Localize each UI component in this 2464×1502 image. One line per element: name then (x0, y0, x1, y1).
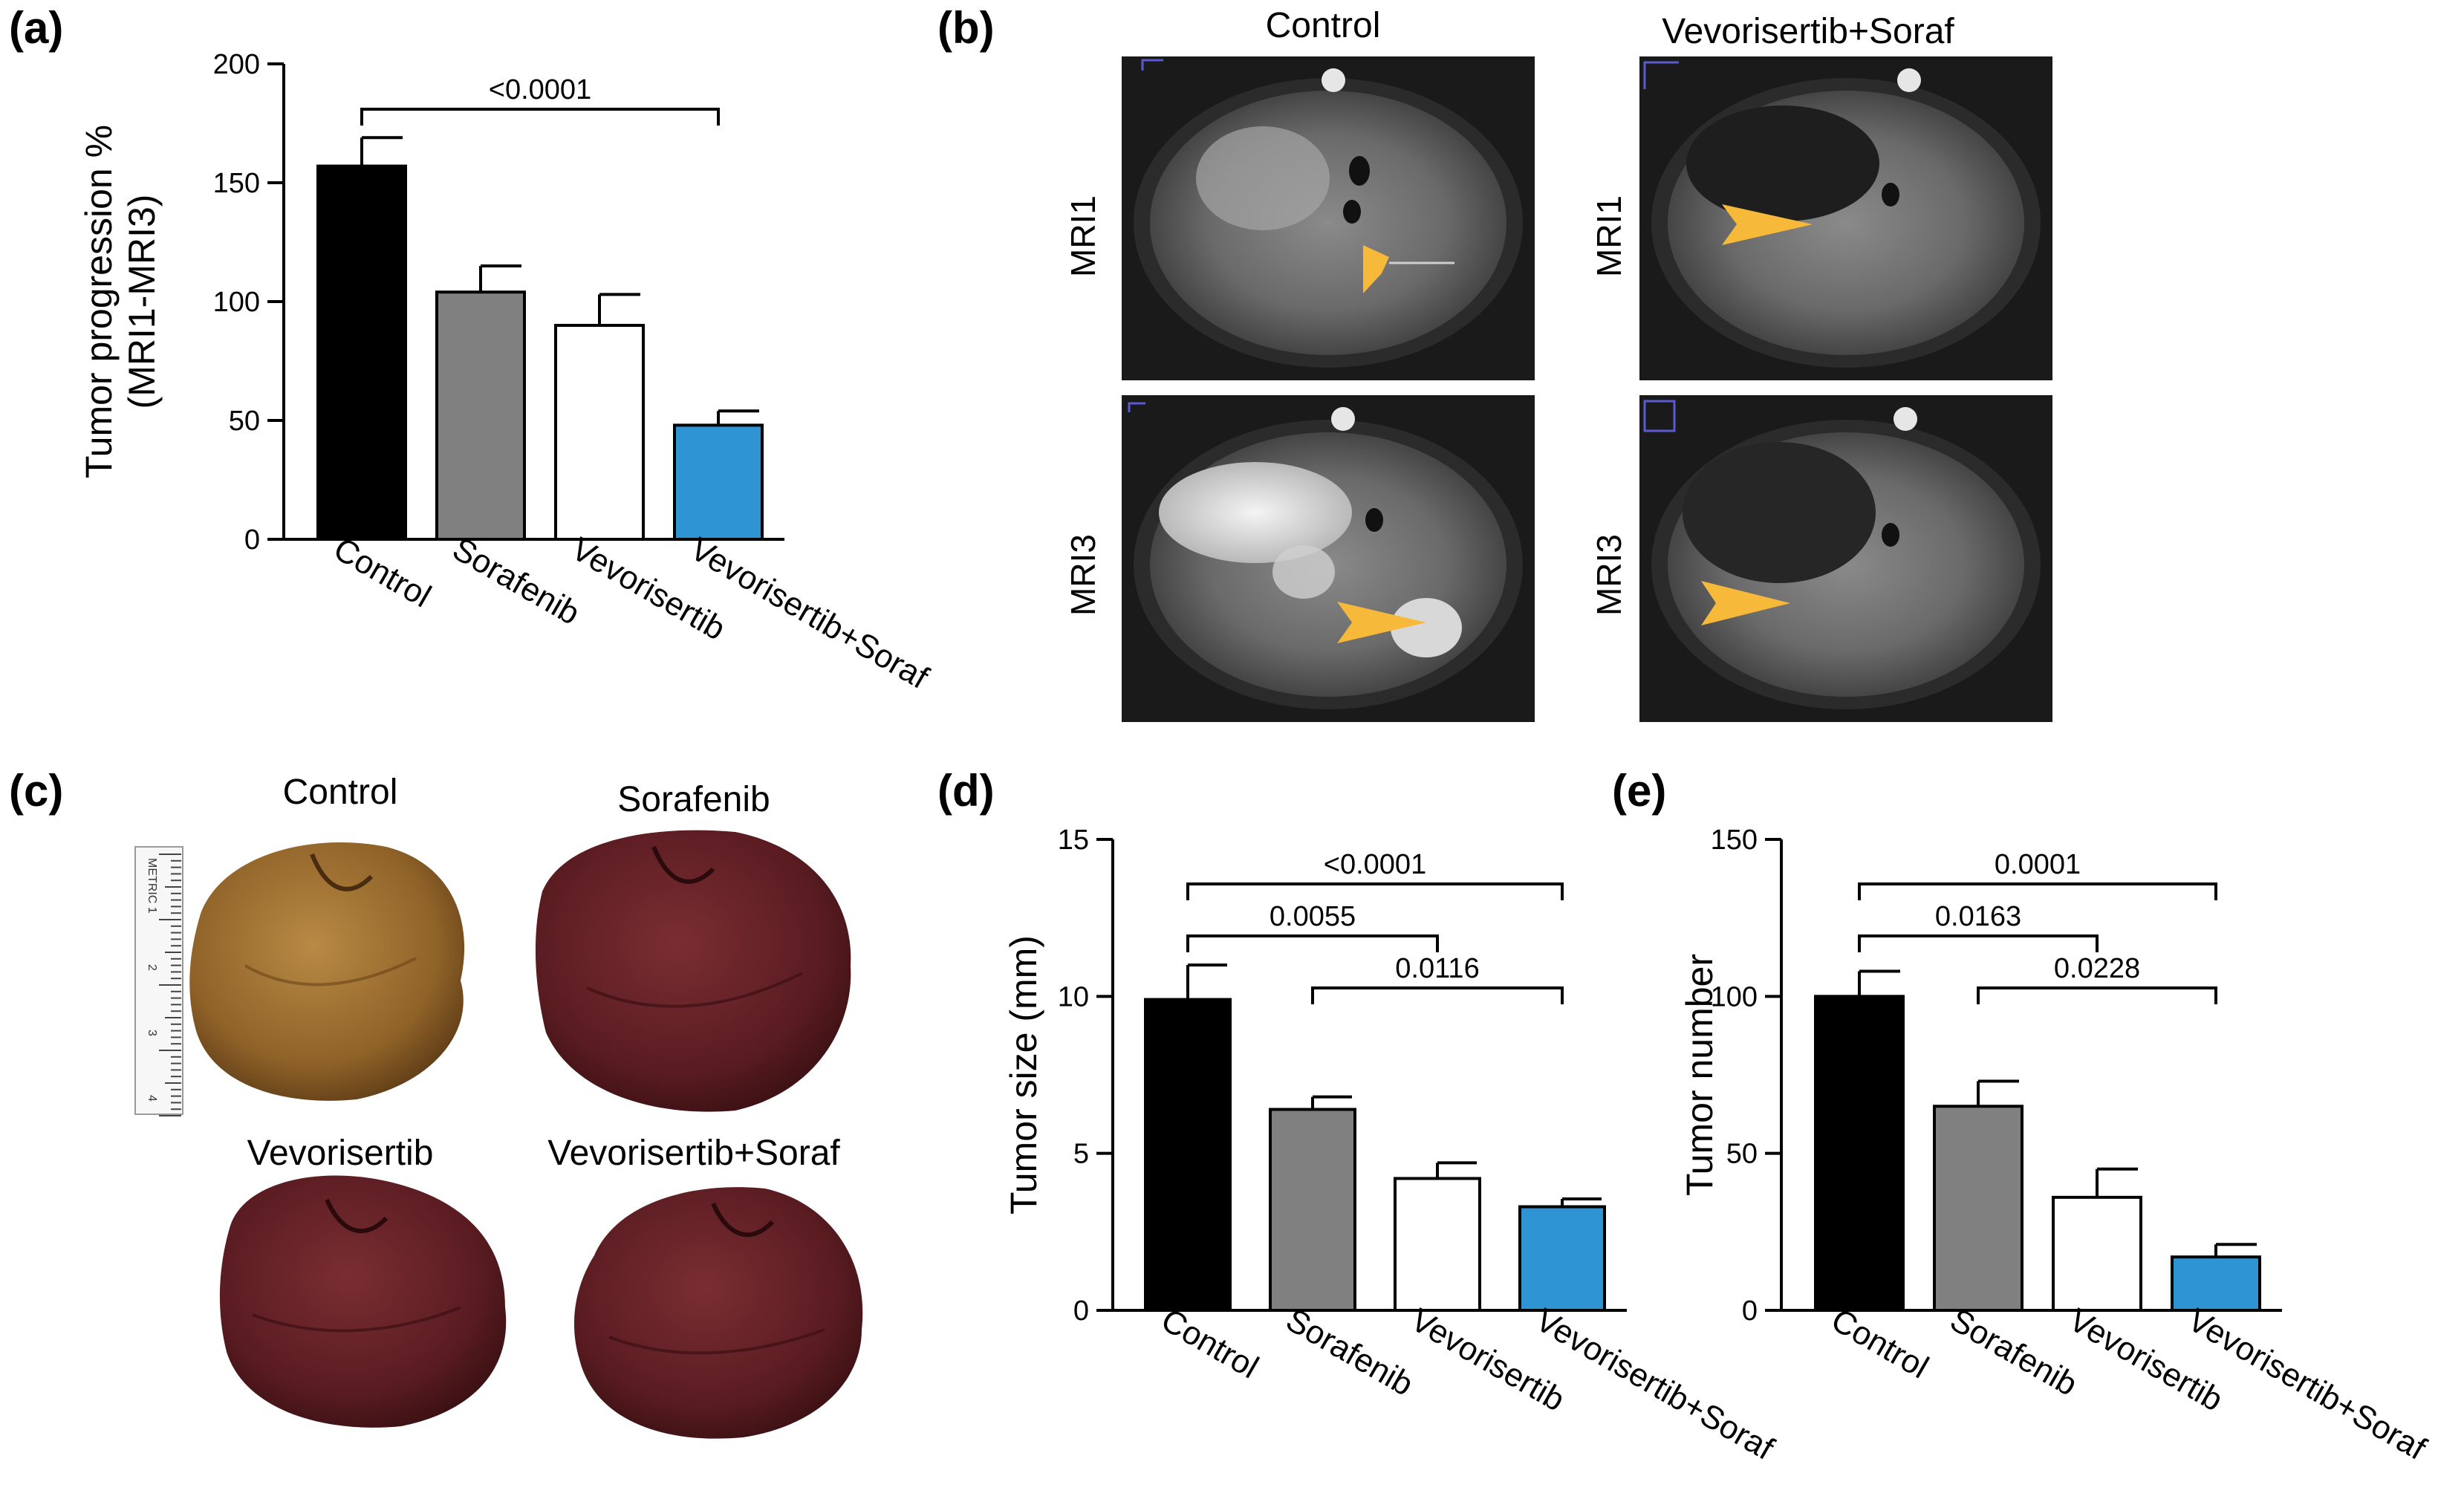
panel-letter-b: (b) (937, 3, 995, 53)
bar-vevorisertib-soraf (673, 423, 764, 542)
significance-bracket (1858, 882, 2217, 900)
significance-bracket (1311, 986, 1564, 1004)
mri-column-title-control: Control (1266, 6, 1381, 45)
panel-b-mri-grid: Control Vevorisertib+Soraf MRI1 MRI3 MRI… (1064, 6, 2052, 722)
p-value-label: 0.0001 (1995, 849, 2081, 880)
ruler-metric-label: METRIC 1 (146, 858, 158, 914)
bar-sorafenib (435, 290, 526, 541)
significance-bracket (1977, 986, 2217, 1004)
liver-photo-sorafenib (535, 830, 851, 1112)
x-category-label: Control (1155, 1301, 1264, 1385)
mri-row-label-mri3-right: MRI3 (1590, 534, 1628, 616)
panel-c-liver-photos: Control Sorafenib Vevorisertib Vevoriser… (134, 773, 863, 1439)
panel-letter-a: (a) (9, 3, 63, 53)
bar-control (316, 164, 407, 541)
y-axis-label-line2: (MRI1-MRI3) (121, 195, 163, 409)
mri-column-title-combo: Vevorisertib+Soraf (1662, 12, 1954, 51)
y-axis-label: Tumor number (1679, 954, 1720, 1196)
ruler-mark-2: 2 (146, 964, 158, 971)
bar-vevorisertib (554, 324, 645, 541)
y-tick-label: 5 (1073, 1139, 1089, 1170)
liver-photo-vevorisertib (219, 1175, 507, 1428)
y-axis-label-line1: Tumor progression % (78, 125, 120, 478)
bar-sorafenib (1933, 1105, 2023, 1313)
mri-row-label-mri1: MRI1 (1064, 195, 1102, 277)
liver-label-sorafenib: Sorafenib (617, 780, 770, 819)
significance-bracket (1186, 934, 1439, 952)
y-tick-label: 150 (1711, 825, 1758, 856)
x-category-label: Control (328, 530, 437, 614)
panel-letter-c: (c) (9, 766, 63, 816)
y-tick-label: 100 (1711, 981, 1758, 1012)
bar-control (1144, 998, 1232, 1313)
bar-sorafenib (1269, 1108, 1356, 1312)
p-value-label: <0.0001 (489, 74, 591, 105)
liver-label-control: Control (283, 773, 398, 812)
mri-row-label-mri1-right: MRI1 (1590, 195, 1628, 277)
mri-image-combo-mri3 (1639, 395, 2052, 722)
x-category-label: Sorafenib (1280, 1301, 1420, 1403)
mri-row-label-mri3-left: MRI3 (1064, 534, 1102, 616)
y-tick-label: 150 (213, 168, 260, 199)
x-category-label: Sorafenib (1944, 1301, 2084, 1403)
ruler-mark-3: 3 (146, 1030, 158, 1036)
bar-vevorisertib-soraf (2171, 1255, 2261, 1312)
y-tick-label: 50 (1726, 1139, 1758, 1170)
liver-label-combo: Vevorisertib+Soraf (547, 1134, 840, 1173)
panel-letter-e: (e) (1612, 766, 1666, 816)
y-tick-label: 0 (1742, 1295, 1758, 1327)
y-tick-label: 50 (229, 406, 260, 437)
significance-bracket (360, 108, 720, 126)
y-tick-label: 0 (1073, 1295, 1089, 1327)
chart-a-tumor-progression: 0 50 100 150 200 Tumor progression % (MRI1-MRI… (78, 49, 935, 696)
panel-letter-d: (d) (937, 766, 995, 816)
bar-vevorisertib (2052, 1195, 2142, 1312)
y-tick-label: 10 (1058, 981, 1089, 1012)
p-value-label: 0.0163 (1935, 901, 2021, 932)
ruler-mark-4: 4 (146, 1095, 158, 1102)
scale-ruler: METRIC 1 2 3 4 (134, 846, 183, 1116)
significance-bracket (1186, 882, 1564, 900)
x-category-label: Sorafenib (446, 530, 586, 632)
liver-photo-control (189, 842, 465, 1101)
mri-image-control-mri3 (1122, 395, 1535, 722)
bar-control (1814, 995, 1905, 1313)
bar-vevorisertib-soraf (1518, 1205, 1606, 1313)
liver-label-vevorisertib: Vevorisertib (247, 1134, 434, 1173)
mri-image-combo-mri1 (1639, 56, 2052, 380)
p-value-label: 0.0116 (1395, 953, 1479, 984)
p-value-label: <0.0001 (1324, 849, 1426, 880)
p-value-label: 0.0055 (1270, 901, 1356, 932)
y-tick-label: 100 (213, 287, 260, 318)
p-value-label: 0.0228 (2054, 953, 2140, 984)
y-tick-label: 15 (1058, 825, 1089, 856)
x-category-label: Control (1825, 1301, 1934, 1385)
mri-image-control-mri1 (1122, 56, 1535, 380)
liver-photo-combo (573, 1187, 863, 1439)
significance-bracket (1858, 934, 2099, 952)
y-tick-label: 200 (213, 49, 260, 80)
y-tick-label: 0 (244, 524, 260, 556)
bar-vevorisertib (1394, 1177, 1481, 1312)
y-axis-label: Tumor size (mm) (1003, 935, 1044, 1215)
